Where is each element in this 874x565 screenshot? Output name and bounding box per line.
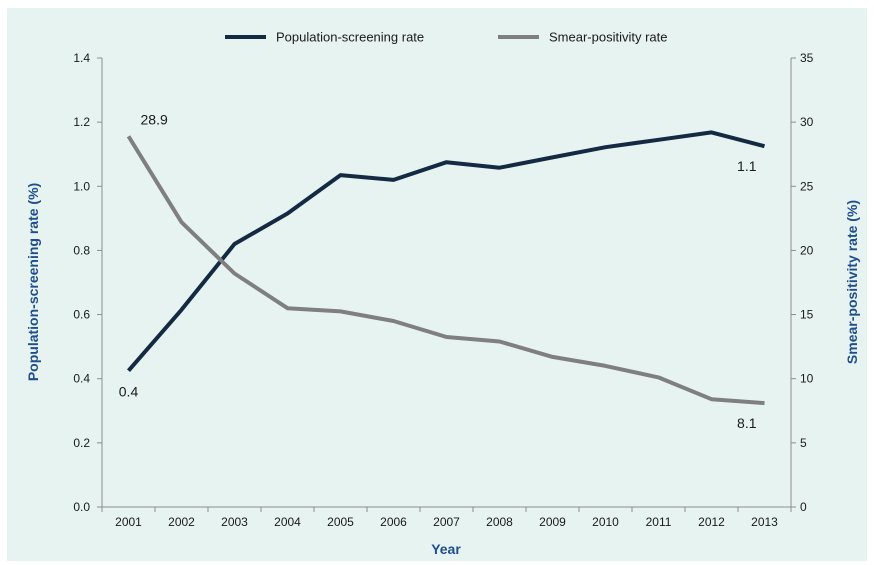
x-axis-tick-label: 2011 <box>646 515 672 529</box>
y-axis-left-tick-label: 0.2 <box>73 436 90 450</box>
x-axis-tick-label: 2010 <box>592 515 619 529</box>
x-axis-tick-label: 2009 <box>539 515 566 529</box>
y-axis-right-tick-label: 0 <box>800 500 807 514</box>
y-axis-right-tick-label: 25 <box>800 179 814 193</box>
data-label: 8.1 <box>737 415 757 431</box>
x-axis-title: Year <box>431 541 461 557</box>
y-axis-right-tick-label: 30 <box>800 115 814 129</box>
x-axis-tick-label: 2005 <box>327 515 354 529</box>
chart-background <box>7 8 867 561</box>
axes: 0.0 0.2 0.4 0.6 0.8 1.0 1.2 1.4 0 5 10 15 20 25 30 35 20… <box>73 51 813 529</box>
y-axis-left-title: Population-screening rate (%) <box>25 183 41 381</box>
x-axis-tick-label: 2007 <box>433 515 460 529</box>
y-axis-left-tick-label: 0.4 <box>73 372 90 386</box>
y-axis-left-tick-label: 0.0 <box>73 500 90 514</box>
y-axis-right-tick-label: 15 <box>800 308 814 322</box>
population-screening-rate-line <box>126 130 766 373</box>
data-labels: 28.9 0.4 1.1 8.1 <box>119 111 757 431</box>
data-label: 1.1 <box>737 158 757 174</box>
y-axis-left-tick-label: 1.4 <box>73 51 90 65</box>
x-axis-tick-label: 2013 <box>751 515 778 529</box>
data-label: 0.4 <box>119 384 139 400</box>
y-axis-right-tick-label: 10 <box>800 372 814 386</box>
legend: Population-screening rate Smear-positivit… <box>225 30 667 45</box>
legend-label: Population-screening rate <box>276 30 424 45</box>
x-axis-tick-label: 2004 <box>274 515 301 529</box>
y-axis-left-tick-label: 1.0 <box>73 179 90 193</box>
x-axis-tick-label: 2012 <box>698 515 725 529</box>
x-axis-tick-label: 2002 <box>168 515 195 529</box>
x-axis-tick-label: 2003 <box>221 515 248 529</box>
y-axis-right-tick-label: 20 <box>800 243 814 257</box>
y-axis-left-tick-label: 0.8 <box>73 243 90 257</box>
smear-positivity-rate-line <box>126 135 765 406</box>
data-label: 28.9 <box>141 111 168 127</box>
x-axis-tick-label: 2001 <box>115 515 142 529</box>
y-axis-left-tick-label: 0.6 <box>73 308 90 322</box>
x-axis-tick-label: 2008 <box>486 515 513 529</box>
series-lines <box>126 130 766 406</box>
y-axis-right-tick-label: 35 <box>800 51 814 65</box>
y-axis-right-tick-label: 5 <box>800 436 807 450</box>
y-axis-right-title: Smear-positivity rate (%) <box>844 200 860 364</box>
legend-label: Smear-positivity rate <box>549 30 667 45</box>
y-axis-left-tick-label: 1.2 <box>73 115 90 129</box>
x-axis-tick-label: 2006 <box>380 515 407 529</box>
